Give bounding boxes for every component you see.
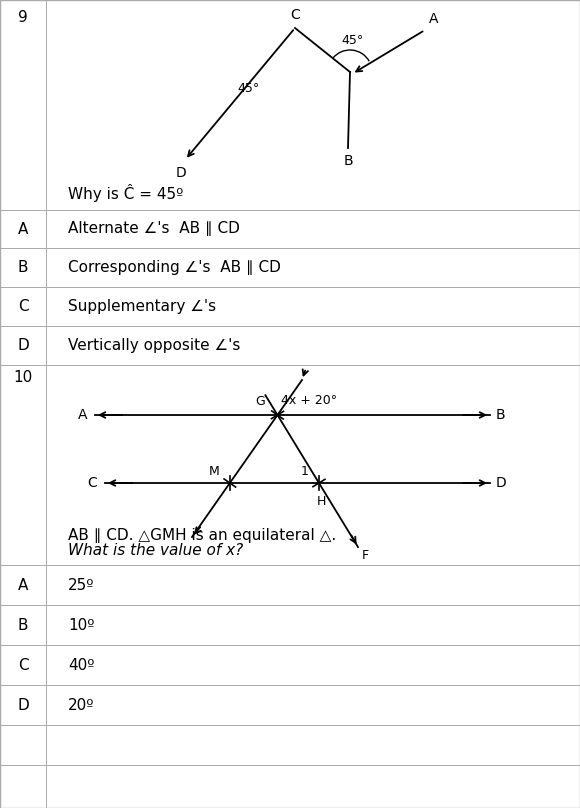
Text: G: G: [256, 395, 266, 408]
Text: 25º: 25º: [68, 578, 95, 592]
Text: What is the value of x?: What is the value of x?: [68, 543, 243, 558]
Text: D: D: [496, 476, 507, 490]
Text: 1: 1: [301, 465, 309, 478]
Text: Why is Ĉ = 45º: Why is Ĉ = 45º: [68, 184, 183, 202]
Text: C: C: [87, 476, 97, 490]
Text: 10º: 10º: [68, 617, 95, 633]
Text: A: A: [78, 408, 87, 422]
Text: 40º: 40º: [68, 658, 95, 672]
Text: H: H: [316, 495, 325, 508]
Text: A: A: [429, 12, 438, 26]
Text: D: D: [17, 338, 29, 353]
Text: AB ∥ CD. △GMH is an equilateral △.: AB ∥ CD. △GMH is an equilateral △.: [68, 528, 336, 543]
Text: F: F: [362, 549, 369, 562]
Text: Corresponding ∠'s  AB ∥ CD: Corresponding ∠'s AB ∥ CD: [68, 260, 281, 275]
Text: D: D: [176, 166, 186, 180]
Text: 10: 10: [13, 370, 32, 385]
Text: C: C: [17, 658, 28, 672]
Text: M: M: [209, 465, 220, 478]
Text: 45°: 45°: [342, 34, 364, 47]
Text: A: A: [18, 221, 28, 237]
Text: C: C: [290, 8, 300, 22]
Text: A: A: [18, 578, 28, 592]
Text: Vertically opposite ∠'s: Vertically opposite ∠'s: [68, 338, 240, 353]
Text: 9: 9: [18, 10, 28, 25]
Text: Supplementary ∠'s: Supplementary ∠'s: [68, 299, 216, 314]
Text: 45°: 45°: [237, 82, 259, 95]
Text: B: B: [18, 260, 28, 275]
Text: D: D: [17, 697, 29, 713]
Text: B: B: [496, 408, 506, 422]
Text: 20º: 20º: [68, 697, 95, 713]
Text: B: B: [343, 154, 353, 168]
Text: Alternate ∠'s  AB ∥ CD: Alternate ∠'s AB ∥ CD: [68, 221, 240, 237]
Text: 4x + 20°: 4x + 20°: [281, 394, 338, 407]
Text: C: C: [17, 299, 28, 314]
Text: B: B: [18, 617, 28, 633]
